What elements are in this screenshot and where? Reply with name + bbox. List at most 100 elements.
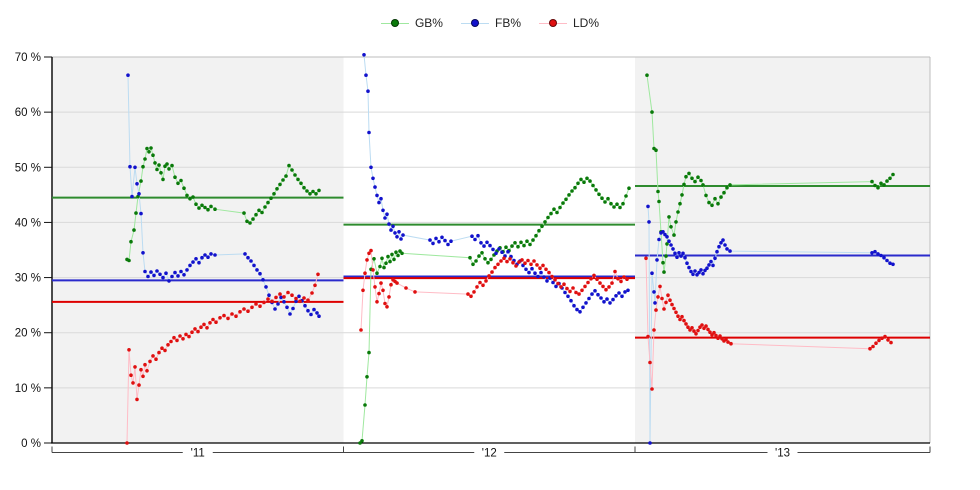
data-point-fb bbox=[689, 269, 693, 274]
data-point-fb bbox=[876, 252, 880, 256]
data-point-fb bbox=[587, 296, 591, 301]
data-point-fb bbox=[188, 263, 192, 268]
legend-item-gb[interactable]: GB% bbox=[380, 16, 443, 30]
data-point-ld bbox=[666, 293, 670, 298]
y-tick-label: 20 % bbox=[15, 328, 41, 340]
data-point-fb bbox=[246, 255, 250, 260]
series-line-ld-12 bbox=[360, 249, 628, 331]
data-point-gb bbox=[661, 260, 665, 265]
data-point-fb bbox=[620, 294, 624, 299]
chart-legend: GB% FB% LD% bbox=[0, 16, 980, 30]
series-line-gb-12 bbox=[359, 177, 630, 444]
data-point-gb bbox=[167, 167, 171, 171]
data-point-ld bbox=[676, 314, 680, 319]
legend-item-ld[interactable]: LD% bbox=[539, 16, 599, 30]
data-point-ld bbox=[145, 369, 149, 373]
data-point-gb bbox=[284, 174, 288, 178]
data-point-ld bbox=[520, 258, 524, 262]
data-point-ld bbox=[526, 258, 530, 263]
data-point-gb bbox=[525, 239, 529, 243]
data-point-fb bbox=[891, 262, 895, 267]
data-point-fb bbox=[530, 266, 534, 271]
data-point-fb bbox=[176, 274, 180, 278]
data-point-gb bbox=[149, 146, 153, 150]
data-point-fb bbox=[285, 305, 289, 310]
data-point-gb bbox=[213, 207, 217, 211]
data-point-ld bbox=[135, 397, 139, 402]
data-point-fb bbox=[699, 268, 703, 272]
data-point-ld bbox=[184, 332, 188, 337]
data-point-fb bbox=[593, 289, 597, 293]
data-point-gb bbox=[552, 207, 556, 211]
data-point-fb bbox=[143, 269, 147, 274]
data-point-gb bbox=[380, 256, 384, 261]
data-point-ld bbox=[377, 291, 381, 296]
data-point-ld bbox=[496, 262, 500, 267]
data-point-fb bbox=[395, 235, 399, 239]
data-point-fb bbox=[182, 273, 186, 277]
data-point-gb bbox=[669, 225, 673, 229]
data-point-gb bbox=[365, 375, 369, 379]
data-point-gb bbox=[251, 217, 255, 221]
data-point-gb bbox=[245, 219, 249, 224]
data-point-gb bbox=[676, 210, 680, 214]
data-point-fb bbox=[473, 237, 477, 242]
data-point-gb bbox=[182, 186, 186, 190]
data-point-fb bbox=[479, 241, 483, 245]
data-point-fb bbox=[213, 253, 217, 257]
data-point-fb bbox=[500, 250, 504, 254]
data-point-fb bbox=[317, 314, 321, 319]
data-point-fb bbox=[488, 243, 492, 248]
data-point-fb bbox=[309, 312, 313, 317]
data-point-gb bbox=[257, 208, 261, 213]
data-point-ld bbox=[163, 348, 167, 353]
data-point-fb bbox=[725, 247, 729, 251]
data-point-fb bbox=[578, 310, 582, 314]
data-point-ld bbox=[278, 292, 282, 296]
data-point-gb bbox=[719, 195, 723, 199]
data-point-gb bbox=[678, 201, 682, 206]
data-point-gb bbox=[713, 196, 717, 201]
data-point-ld bbox=[668, 298, 672, 303]
data-point-fb bbox=[149, 270, 153, 274]
data-point-fb bbox=[206, 255, 210, 259]
y-tick-label: 60 % bbox=[15, 107, 41, 119]
data-point-ld bbox=[571, 286, 575, 290]
data-point-ld bbox=[208, 321, 212, 325]
data-point-gb bbox=[382, 265, 386, 270]
data-point-gb bbox=[194, 202, 198, 206]
data-point-ld bbox=[610, 281, 614, 285]
legend-label: FB% bbox=[494, 16, 521, 30]
data-point-ld bbox=[361, 288, 365, 293]
data-point-fb bbox=[647, 220, 651, 224]
data-point-fb bbox=[569, 298, 573, 303]
data-point-gb bbox=[603, 200, 607, 204]
legend-item-fb[interactable]: FB% bbox=[460, 16, 521, 30]
data-point-fb bbox=[391, 224, 395, 229]
data-point-fb bbox=[371, 176, 375, 181]
data-point-gb bbox=[564, 197, 568, 202]
data-point-ld bbox=[622, 275, 626, 279]
data-point-gb bbox=[474, 259, 478, 263]
data-point-ld bbox=[282, 295, 286, 299]
data-point-gb bbox=[203, 205, 207, 210]
data-point-fb bbox=[683, 255, 687, 260]
data-point-ld bbox=[306, 298, 310, 303]
data-point-fb bbox=[367, 130, 371, 135]
data-point-fb bbox=[197, 260, 201, 265]
data-point-fb bbox=[312, 307, 316, 312]
data-point-fb bbox=[728, 249, 732, 253]
data-point-gb bbox=[585, 176, 589, 181]
data-point-ld bbox=[242, 307, 246, 311]
data-point-ld bbox=[556, 281, 560, 286]
data-point-gb bbox=[537, 228, 541, 233]
data-point-ld bbox=[129, 373, 133, 378]
data-point-fb bbox=[258, 271, 262, 276]
data-point-ld bbox=[648, 360, 652, 365]
data-point-fb bbox=[691, 272, 695, 277]
data-point-ld bbox=[310, 291, 314, 295]
data-point-fb bbox=[536, 274, 540, 279]
data-point-ld bbox=[589, 276, 593, 281]
y-tick-label: 50 % bbox=[15, 162, 41, 174]
data-point-ld bbox=[708, 330, 712, 335]
